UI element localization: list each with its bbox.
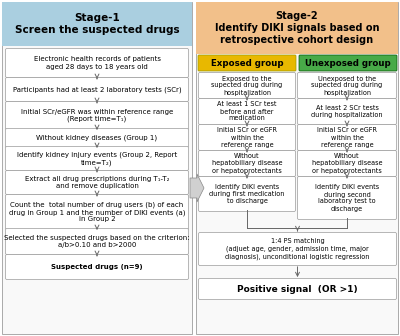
FancyBboxPatch shape <box>198 125 296 151</box>
Text: At least 2 SCr tests
during hospitalization: At least 2 SCr tests during hospitalizat… <box>311 105 383 118</box>
Text: Without
hepatobiliary disease
or hepatoprotectants: Without hepatobiliary disease or hepatop… <box>312 154 382 173</box>
Text: Stage-1
Screen the suspected drugs: Stage-1 Screen the suspected drugs <box>15 13 179 35</box>
FancyBboxPatch shape <box>6 146 188 170</box>
Text: Identify DIKI events
during first medication
to discharge: Identify DIKI events during first medica… <box>209 184 285 204</box>
Bar <box>2 2 192 46</box>
FancyBboxPatch shape <box>6 254 188 280</box>
Text: Identify DIKI events
during second
laboratory test to
discharge: Identify DIKI events during second labor… <box>315 184 379 211</box>
FancyBboxPatch shape <box>6 101 188 129</box>
FancyBboxPatch shape <box>6 170 188 195</box>
Text: Exposed group: Exposed group <box>211 58 283 68</box>
Text: Electronic health records of patients
aged 28 days to 18 years old: Electronic health records of patients ag… <box>34 56 160 70</box>
Text: 1:4 PS matching
(adjuet age, gender, admission time, major
diagnosis), unconditi: 1:4 PS matching (adjuet age, gender, adm… <box>225 239 370 259</box>
FancyBboxPatch shape <box>299 55 397 71</box>
Text: Unexposed to the
supected drug during
hospitalization: Unexposed to the supected drug during ho… <box>311 76 383 95</box>
FancyBboxPatch shape <box>6 128 188 148</box>
Text: At least 1 SCr test
before and after
medication: At least 1 SCr test before and after med… <box>217 101 277 122</box>
FancyBboxPatch shape <box>6 195 188 229</box>
FancyBboxPatch shape <box>298 98 396 125</box>
FancyBboxPatch shape <box>6 48 188 78</box>
Text: Without kidney diseases (Group 1): Without kidney diseases (Group 1) <box>36 135 158 141</box>
Bar <box>2 2 192 334</box>
Text: Initial SCr or eGFR
within the
reference range: Initial SCr or eGFR within the reference… <box>317 127 377 148</box>
FancyArrow shape <box>190 174 204 202</box>
FancyBboxPatch shape <box>198 176 296 211</box>
Bar <box>196 2 398 334</box>
Text: Without
hepatobiliary disease
or hepatoprotectants: Without hepatobiliary disease or hepatop… <box>212 154 282 173</box>
FancyBboxPatch shape <box>298 151 396 176</box>
FancyBboxPatch shape <box>198 279 396 299</box>
FancyBboxPatch shape <box>198 55 296 71</box>
Text: Selected the suspected drugs based on the criterion:
a/b>0.10 and b>2000: Selected the suspected drugs based on th… <box>4 235 190 248</box>
FancyBboxPatch shape <box>298 176 396 219</box>
Text: Unexposed group: Unexposed group <box>305 58 391 68</box>
FancyBboxPatch shape <box>298 125 396 151</box>
Text: Identify kidney injury events (Group 2, Report
time=T₂): Identify kidney injury events (Group 2, … <box>17 152 177 166</box>
FancyBboxPatch shape <box>6 228 188 254</box>
Bar <box>196 2 398 54</box>
Text: Initial SCr/eGFR was within reference range
(Report time=T₁): Initial SCr/eGFR was within reference ra… <box>21 109 173 122</box>
Text: Participants had at least 2 laboratory tests (SCr): Participants had at least 2 laboratory t… <box>13 86 181 93</box>
Text: Positive signal  (OR >1): Positive signal (OR >1) <box>237 285 358 294</box>
FancyBboxPatch shape <box>198 233 396 265</box>
Text: Extract all drug prescriptions during T₁-T₂
and remove duplication: Extract all drug prescriptions during T₁… <box>25 176 169 189</box>
Text: Suspected drugs (n=9): Suspected drugs (n=9) <box>51 264 143 270</box>
FancyBboxPatch shape <box>198 73 296 98</box>
Text: Stage-2
Identify DIKI signals based on
retrospective cohort design: Stage-2 Identify DIKI signals based on r… <box>215 11 379 45</box>
FancyBboxPatch shape <box>6 78 188 101</box>
FancyBboxPatch shape <box>198 151 296 176</box>
Text: Initial SCr or eGFR
within the
reference range: Initial SCr or eGFR within the reference… <box>217 127 277 148</box>
Text: Count the  total number of drug users (b) of each
drug in Group 1 and the number: Count the total number of drug users (b)… <box>9 202 185 222</box>
FancyBboxPatch shape <box>298 73 396 98</box>
Text: Exposed to the
supected drug during
hospitalization: Exposed to the supected drug during hosp… <box>211 76 283 95</box>
FancyBboxPatch shape <box>198 98 296 125</box>
